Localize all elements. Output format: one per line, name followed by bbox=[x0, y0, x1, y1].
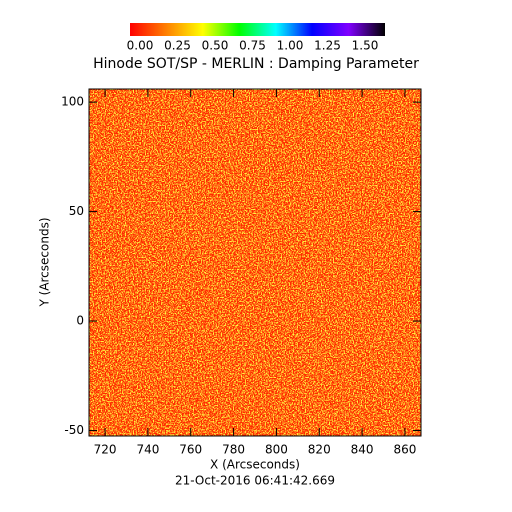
x-tick-label: 840 bbox=[351, 443, 374, 457]
x-axis-label: X (Arcseconds) bbox=[210, 458, 300, 472]
x-tick-label: 780 bbox=[222, 443, 245, 457]
y-tick-label: 0 bbox=[76, 314, 84, 328]
chart-title: Hinode SOT/SP - MERLIN : Damping Paramet… bbox=[93, 56, 419, 72]
colorbar-tick-label: 1.00 bbox=[277, 39, 304, 53]
heatmap-image bbox=[89, 89, 421, 436]
colorbar-tick-label: 0.75 bbox=[239, 39, 266, 53]
x-tick-label: 740 bbox=[136, 443, 159, 457]
x-tick-label: 860 bbox=[393, 443, 416, 457]
x-tick-label: 800 bbox=[265, 443, 288, 457]
colorbar-tick-label: 0.25 bbox=[164, 39, 191, 53]
colorbar-tick-label: 0.50 bbox=[202, 39, 229, 53]
plot-frame bbox=[88, 88, 422, 437]
x-tick-label: 760 bbox=[179, 443, 202, 457]
footer: 21-Oct-2016 06:41:42.669 bbox=[175, 474, 335, 488]
x-tick-label: 720 bbox=[94, 443, 117, 457]
y-tick-label: 100 bbox=[61, 95, 84, 109]
y-tick-label: 50 bbox=[69, 204, 84, 218]
x-tick-label: 820 bbox=[308, 443, 331, 457]
y-tick-label: -50 bbox=[64, 423, 84, 437]
colorbar bbox=[130, 23, 385, 36]
colorbar-tick-label: 1.25 bbox=[314, 39, 341, 53]
y-axis-label: Y (Arcseconds) bbox=[38, 217, 52, 307]
colorbar-tick-label: 1.50 bbox=[352, 39, 379, 53]
colorbar-tick-label: 0.00 bbox=[127, 39, 154, 53]
